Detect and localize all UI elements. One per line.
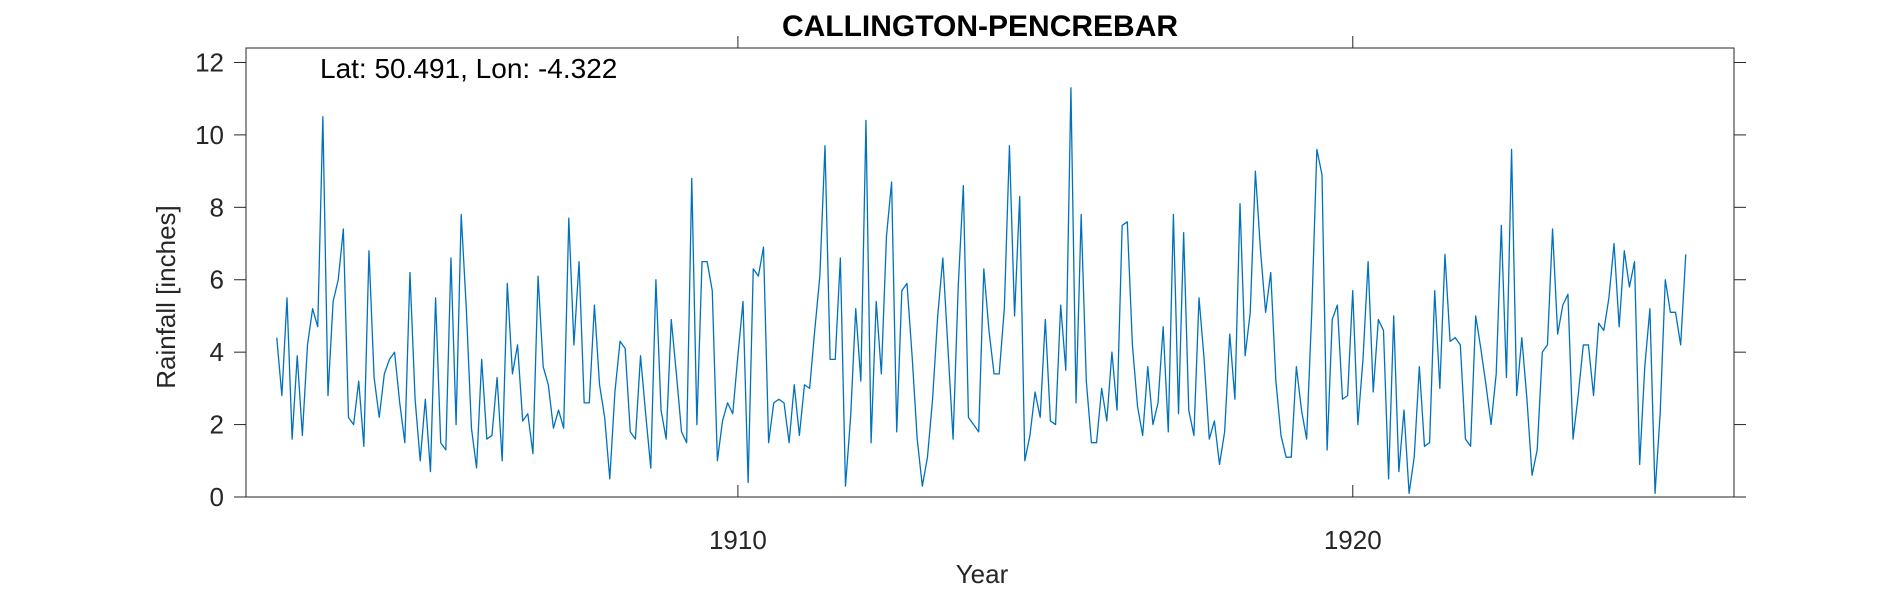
location-annotation: Lat: 50.491, Lon: -4.322 — [320, 53, 617, 84]
y-tick-label: 6 — [210, 265, 224, 295]
chart-title: CALLINGTON-PENCREBAR — [782, 10, 1178, 43]
y-tick-label: 4 — [210, 337, 224, 367]
x-tick-label: 1910 — [709, 525, 767, 555]
x-axis-label: Year — [956, 559, 1009, 589]
axes: 0 2 4 6 8 10 12 1910 1920 — [195, 36, 1746, 555]
x-tick-label: 1920 — [1324, 525, 1382, 555]
y-axis-label: Rainfall [inches] — [151, 205, 181, 389]
y-tick-label: 10 — [195, 120, 224, 150]
rainfall-series-line — [276, 87, 1687, 495]
plot-box — [245, 47, 1735, 498]
y-tick-label: 8 — [210, 192, 224, 222]
y-tick-label: 0 — [210, 482, 224, 512]
y-tick-label: 2 — [210, 410, 224, 440]
series-layer — [276, 87, 1687, 495]
y-tick-label: 12 — [195, 47, 224, 77]
